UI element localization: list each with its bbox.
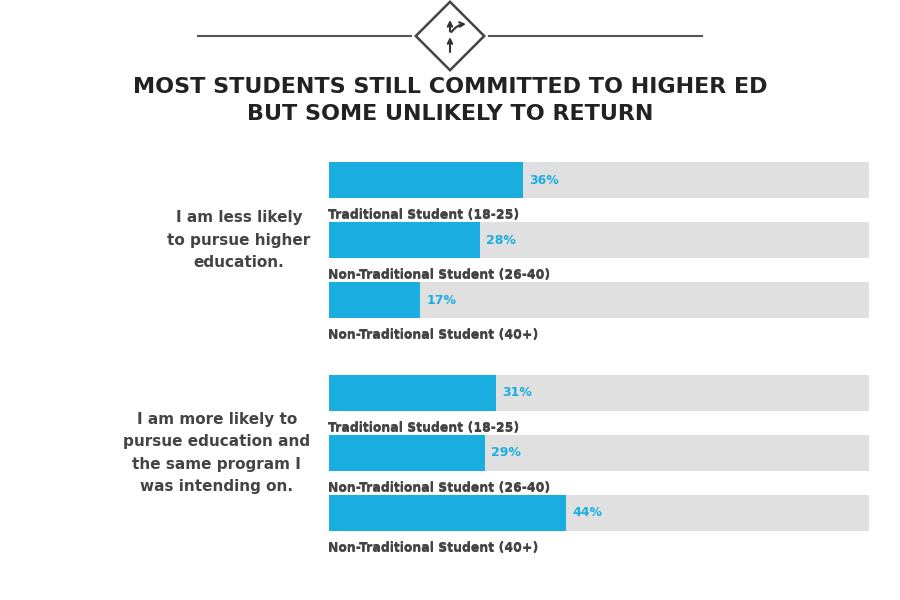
Polygon shape xyxy=(416,2,484,70)
Text: Traditional Student (18-25): Traditional Student (18-25) xyxy=(328,422,520,435)
Bar xyxy=(328,162,868,198)
Bar xyxy=(328,222,480,258)
Text: Non-Traditional Student (40+): Non-Traditional Student (40+) xyxy=(328,542,539,555)
Bar xyxy=(328,435,868,471)
Text: Non-Traditional Student (26-40): Non-Traditional Student (26-40) xyxy=(328,268,551,281)
Text: 28%: 28% xyxy=(486,233,516,247)
Text: Non-Traditional Student (26-40): Non-Traditional Student (26-40) xyxy=(328,269,551,282)
Text: I am less likely
to pursue higher
education.: I am less likely to pursue higher educat… xyxy=(167,210,310,269)
Text: Non-Traditional Student (40+): Non-Traditional Student (40+) xyxy=(328,328,539,341)
Bar xyxy=(328,435,485,471)
Text: BUT SOME UNLIKELY TO RETURN: BUT SOME UNLIKELY TO RETURN xyxy=(247,104,653,124)
Bar xyxy=(328,375,496,411)
Text: Traditional Student (18-25): Traditional Student (18-25) xyxy=(328,421,520,434)
Bar xyxy=(328,282,868,318)
Text: Non-Traditional Student (26-40): Non-Traditional Student (26-40) xyxy=(328,481,551,494)
Text: 17%: 17% xyxy=(427,293,456,307)
Text: Traditional Student (18-25): Traditional Student (18-25) xyxy=(328,208,520,221)
Text: Non-Traditional Student (40+): Non-Traditional Student (40+) xyxy=(328,329,539,342)
Text: 44%: 44% xyxy=(572,506,602,520)
Text: Non-Traditional Student (26-40): Non-Traditional Student (26-40) xyxy=(328,482,551,495)
Text: 29%: 29% xyxy=(491,446,521,460)
Text: 31%: 31% xyxy=(502,386,532,400)
Bar xyxy=(328,375,868,411)
Text: Traditional Student (18-25): Traditional Student (18-25) xyxy=(328,209,520,222)
Bar xyxy=(328,222,868,258)
Bar xyxy=(328,162,523,198)
Text: 36%: 36% xyxy=(529,173,559,187)
Text: MOST STUDENTS STILL COMMITTED TO HIGHER ED: MOST STUDENTS STILL COMMITTED TO HIGHER … xyxy=(133,77,767,97)
Bar xyxy=(328,282,420,318)
Bar xyxy=(328,495,868,531)
Text: Non-Traditional Student (40+): Non-Traditional Student (40+) xyxy=(328,541,539,554)
Bar xyxy=(328,495,566,531)
Text: I am more likely to
pursue education and
the same program I
was intending on.: I am more likely to pursue education and… xyxy=(123,412,310,494)
